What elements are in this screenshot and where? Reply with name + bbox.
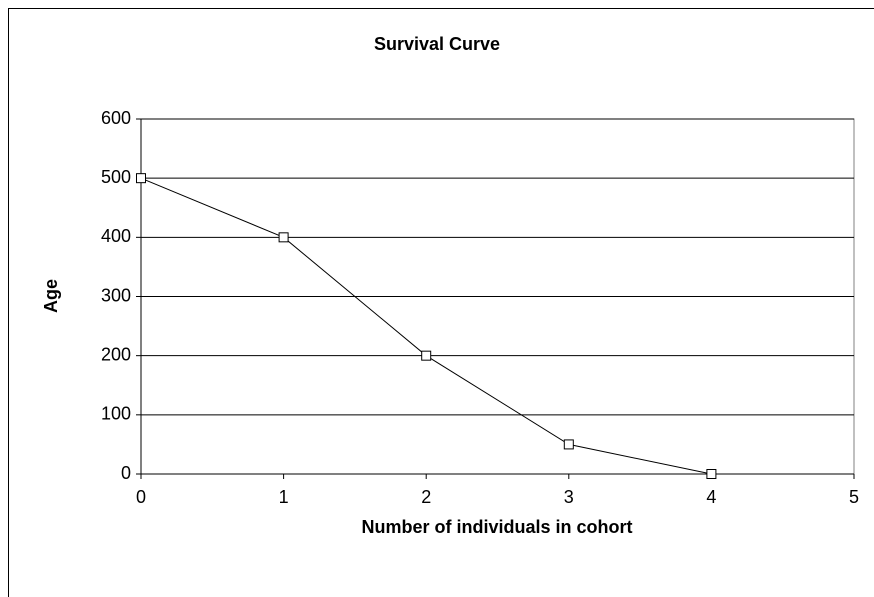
data-point	[563, 439, 574, 450]
y-tick-label: 600	[101, 108, 131, 128]
y-tick-label: 300	[101, 285, 131, 305]
y-tick-label: 100	[101, 404, 131, 424]
x-tick-label: 0	[136, 487, 146, 507]
x-tick-label: 2	[421, 487, 431, 507]
x-tick-label: 3	[564, 487, 574, 507]
x-axis-label: Number of individuals in cohort	[361, 517, 632, 537]
x-tick-label: 5	[849, 487, 859, 507]
data-point	[706, 469, 717, 479]
data-point	[421, 350, 432, 361]
data-point	[278, 232, 289, 243]
chart-title: Survival Curve	[374, 34, 500, 54]
y-tick-label: 400	[101, 226, 131, 246]
y-tick-label: 0	[121, 463, 131, 483]
data-point	[136, 173, 146, 184]
y-tick-label: 500	[101, 167, 131, 187]
x-tick-label: 4	[706, 487, 716, 507]
x-tick-label: 1	[279, 487, 289, 507]
y-tick-label: 200	[101, 344, 131, 364]
y-axis-label: Age	[41, 279, 61, 313]
